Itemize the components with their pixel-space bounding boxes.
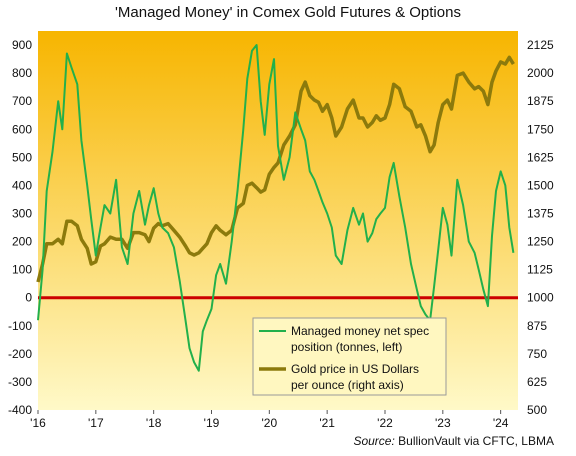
left-tick-label: -300 [8,375,32,389]
left-tick-label: -400 [8,403,32,417]
right-tick-label: 1750 [527,122,554,136]
left-tick-label: -200 [8,347,32,361]
right-tick-label: 1000 [527,291,554,305]
x-tick-label: '21 [319,416,335,430]
x-tick-label: '20 [262,416,278,430]
source-note: Source: BullionVault via CFTC, LBMA [353,434,554,448]
series-layer [36,44,515,372]
left-tick-label: 500 [12,150,32,164]
left-axis: -400 -300 -200 -100 0 100 200 300 400 500 600 700 80… [8,38,32,417]
left-tick-label: -100 [8,319,32,333]
x-tick-label: '24 [493,416,509,430]
x-tick-label: '17 [88,416,104,430]
left-tick-label: 200 [12,235,32,249]
source-text: BullionVault via CFTC, LBMA [398,434,554,448]
right-tick-label: 1875 [527,94,554,108]
managed-money-line [37,44,515,372]
left-tick-label: 900 [12,38,32,52]
left-tick-label: 800 [12,66,32,80]
x-tick-label: '19 [204,416,220,430]
left-tick-label: 300 [12,206,32,220]
legend-label-gold-price: Gold price in US Dollars [291,362,419,376]
legend-label-gold-price-2: per ounce (right axis) [291,378,404,392]
right-tick-label: 2125 [527,38,554,52]
right-tick-label: 1625 [527,150,554,164]
x-tick-label: '23 [435,416,451,430]
left-tick-label: 400 [12,178,32,192]
legend-label-managed-money-2: position (tonnes, left) [291,340,402,354]
left-tick-label: 700 [12,94,32,108]
chart-title: 'Managed Money' in Comex Gold Futures & … [115,4,461,21]
x-tick-label: '22 [377,416,393,430]
right-tick-label: 750 [527,347,547,361]
right-tick-label: 1250 [527,235,554,249]
right-tick-label: 1500 [527,178,554,192]
source-label: Source: [353,434,395,448]
left-tick-label: 600 [12,122,32,136]
right-tick-label: 2000 [527,66,554,80]
left-tick-label: 0 [25,291,32,305]
right-tick-label: 500 [527,403,547,417]
right-tick-label: 875 [527,319,547,333]
right-tick-label: 1125 [527,263,553,277]
legend-label-managed-money: Managed money net spec [291,324,429,338]
right-axis: 500 625 750 875 1000 1125 1250 1375 1500 1625 1750… [527,38,554,417]
x-axis: '16 '17 '18 '19 '20 '21 '22 '23 '24 [30,410,509,430]
right-tick-label: 1375 [527,206,554,220]
left-tick-label: 100 [12,263,32,277]
x-tick-label: '16 [30,416,46,430]
right-tick-label: 625 [527,375,547,389]
x-tick-label: '18 [146,416,162,430]
legend: Managed money net spec position (tonnes,… [252,317,447,396]
gold-price-line [36,55,515,283]
